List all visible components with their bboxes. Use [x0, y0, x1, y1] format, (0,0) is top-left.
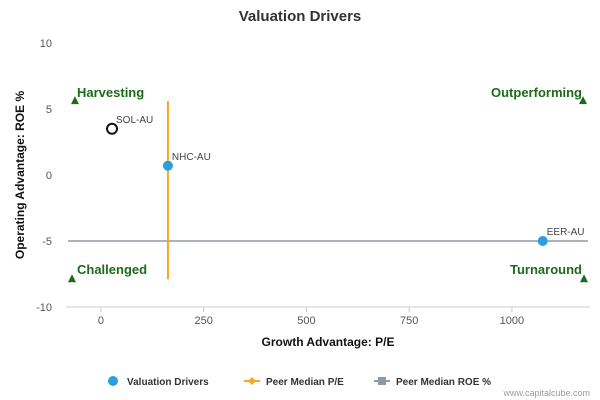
quadrant-marker-icon — [68, 274, 76, 283]
y-tick-label: 5 — [46, 104, 52, 116]
data-point-label: EER-AU — [547, 227, 585, 238]
legend-circle-icon — [108, 376, 118, 386]
x-tick-label: 500 — [297, 315, 315, 327]
quadrant-labels: Harvesting Outperforming Challenged Turnaro… — [68, 85, 588, 283]
credit-text: www.capitalcube.com — [502, 388, 590, 398]
x-tick-label: 750 — [400, 315, 418, 327]
data-point — [537, 236, 548, 246]
y-tick-label: -10 — [36, 302, 52, 314]
legend: Valuation Drivers Peer Median P/E Peer Med… — [108, 376, 491, 388]
data-point-label: NHC-AU — [172, 152, 211, 163]
x-tick-label: 0 — [98, 315, 104, 327]
quadrant-marker-icon — [580, 274, 588, 283]
quadrant-label: Turnaround — [510, 262, 582, 277]
y-tick-label: 0 — [46, 170, 52, 182]
quadrant-label: Harvesting — [77, 85, 144, 100]
legend-label: Peer Median ROE % — [396, 377, 491, 388]
x-axis-title: Growth Advantage: P/E — [262, 335, 395, 349]
quadrant-marker-icon — [579, 96, 587, 105]
x-axis-ticks: 0 250 500 750 1000 — [98, 307, 524, 327]
quadrant-label: Challenged — [77, 262, 147, 277]
plot-area: 0 250 500 750 1000 -10 -5 0 5 10 Harvesting Outpe… — [36, 38, 590, 327]
data-points: SOL-AU NHC-AU EER-AU — [106, 115, 585, 246]
y-axis-ticks: -10 -5 0 5 10 — [36, 38, 52, 314]
chart-title: Valuation Drivers — [239, 8, 362, 25]
x-tick-label: 1000 — [500, 315, 524, 327]
y-axis-title: Operating Advantage: ROE % — [13, 91, 27, 260]
legend-label: Peer Median P/E — [266, 377, 344, 388]
legend-diamond-icon — [248, 377, 256, 385]
y-tick-label: -5 — [42, 236, 52, 248]
data-point-label: SOL-AU — [116, 115, 153, 126]
x-tick-label: 250 — [194, 315, 212, 327]
y-tick-label: 10 — [40, 38, 52, 50]
quadrant-label: Outperforming — [491, 85, 582, 100]
reference-lines — [68, 101, 588, 280]
data-point — [106, 122, 119, 135]
quadrant-marker-icon — [71, 96, 79, 105]
legend-square-icon — [378, 377, 386, 385]
data-point — [162, 160, 173, 171]
legend-label: Valuation Drivers — [127, 377, 209, 388]
